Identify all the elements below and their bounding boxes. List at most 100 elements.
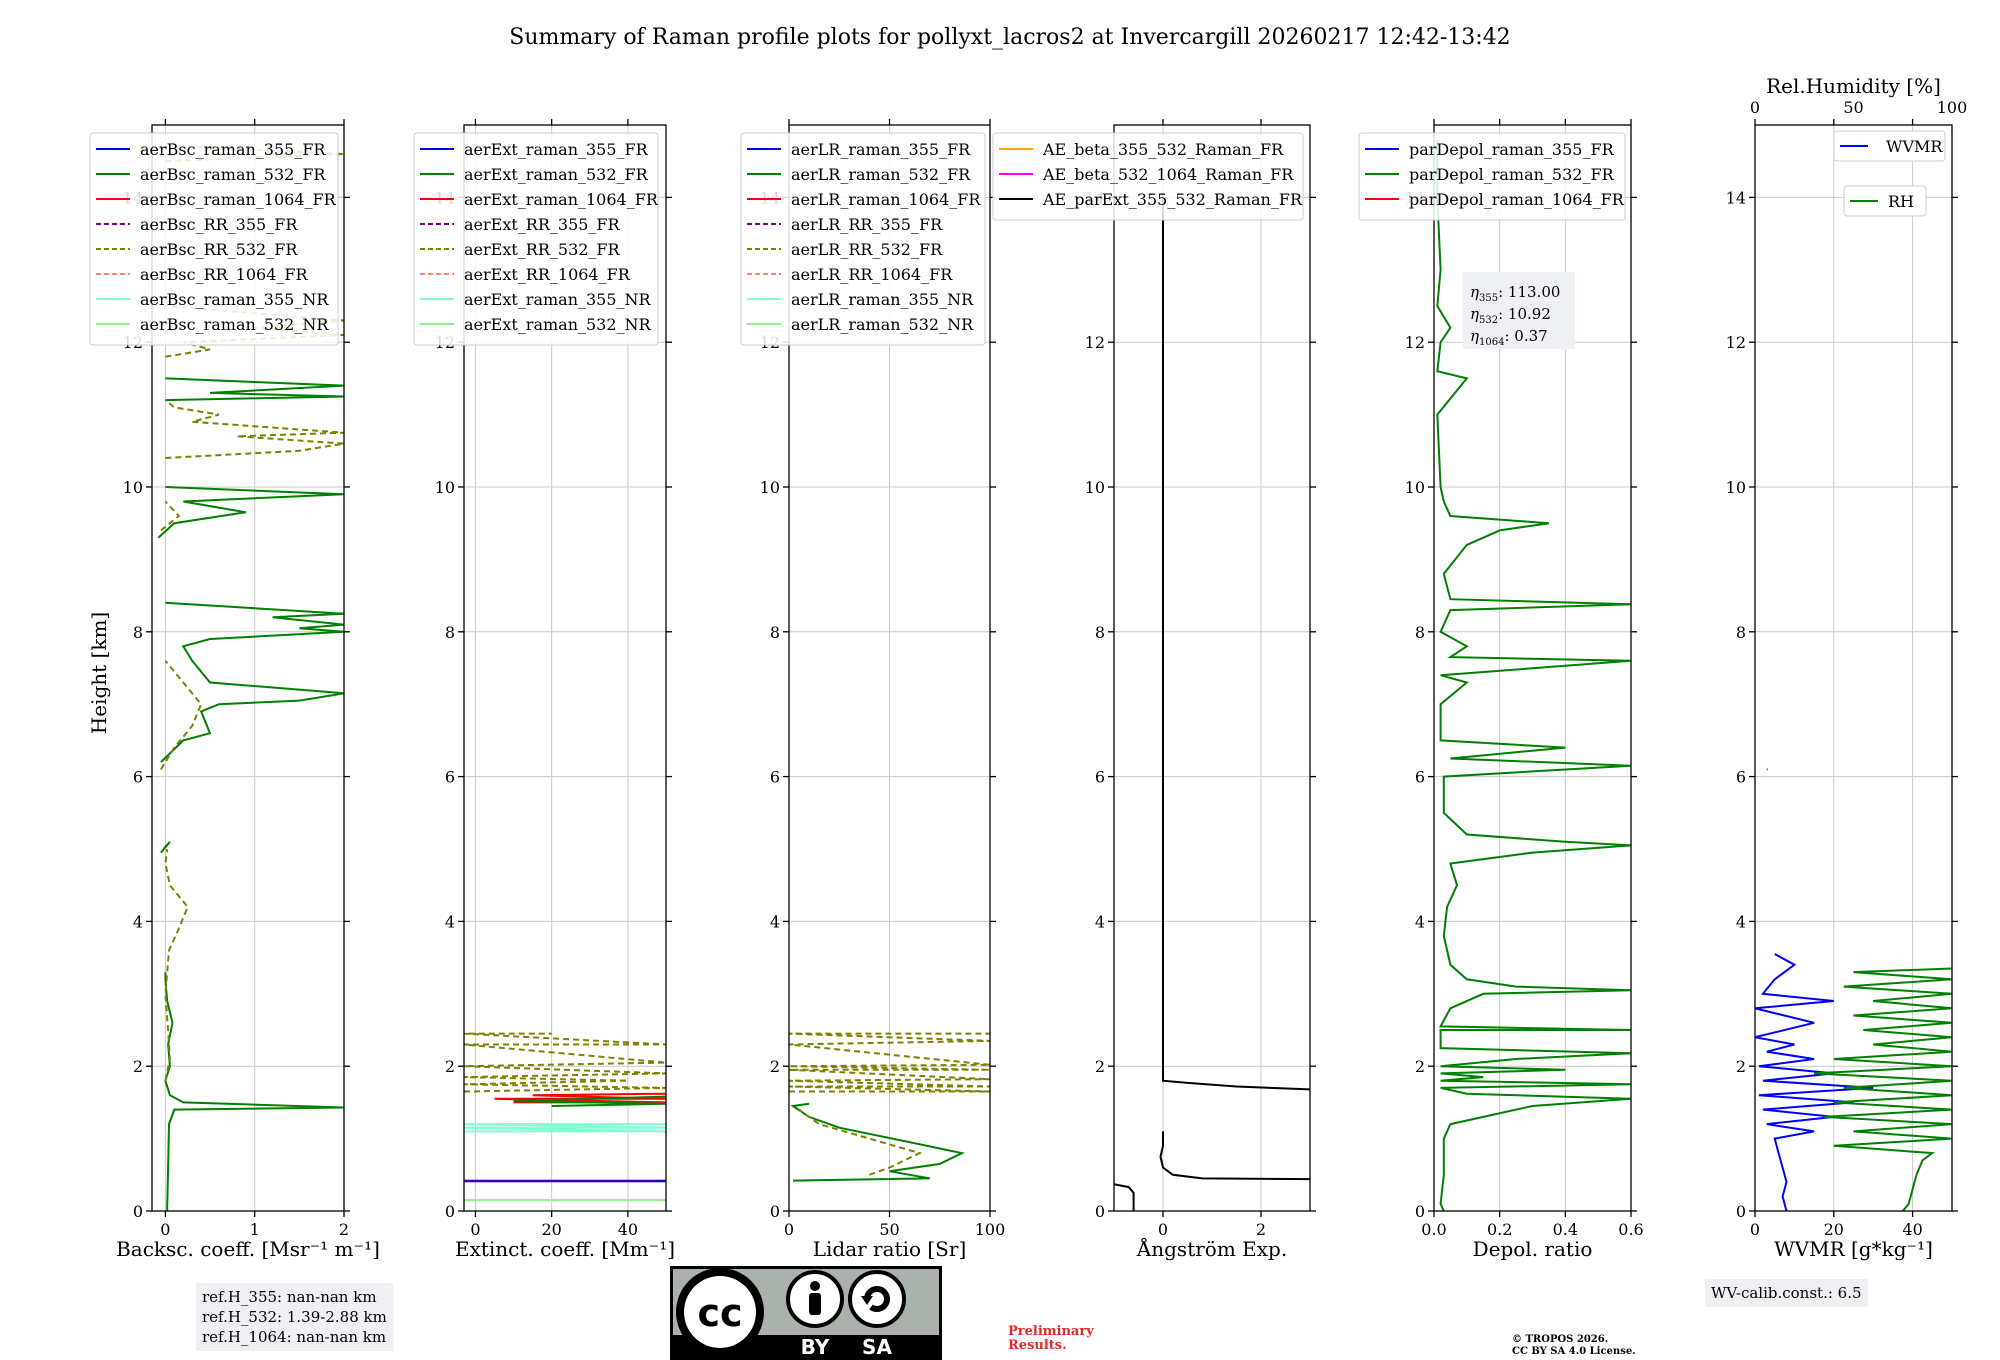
legend-label: parDepol_raman_1064_FR [1409, 190, 1625, 209]
y-tick-label: 10 [1085, 478, 1105, 497]
y-tick-label: 8 [1095, 623, 1105, 642]
x-tick-label: 2 [339, 1220, 349, 1239]
legend-label: aerExt_raman_1064_FR [464, 190, 659, 209]
legend-label: aerExt_RR_355_FR [464, 215, 621, 234]
y-tick-label: 8 [445, 623, 455, 642]
legend-label: aerBsc_RR_532_FR [140, 240, 298, 259]
legend-label: aerExt_raman_532_FR [464, 165, 649, 184]
y-axis-label: Height [km] [87, 612, 111, 734]
by-person-head [810, 1281, 820, 1291]
top-x-tick-label: 100 [1937, 98, 1968, 117]
y-tick-label: 0 [770, 1202, 780, 1221]
x-tick-label: 20 [541, 1220, 561, 1239]
legend-label: aerExt_RR_1064_FR [464, 265, 631, 284]
legend-wvmr: WVMR [1833, 130, 1946, 162]
data-layer [1114, 197, 1310, 1211]
x-tick-label: 0 [1750, 1220, 1760, 1239]
figure-title: Summary of Raman profile plots for polly… [509, 25, 1510, 50]
series-line [1755, 953, 1874, 1211]
top-x-tick-label: 50 [1843, 98, 1863, 117]
y-tick-label: 10 [123, 478, 143, 497]
y-tick-label: 10 [1726, 478, 1746, 497]
tropos-license: © TROPOS 2026. CC BY SA 4.0 License. [1512, 1334, 1636, 1358]
series-line [1159, 1131, 1310, 1181]
series-line [1436, 139, 1631, 1211]
legend-label: RH [1888, 192, 1914, 211]
legend-label: AE_parExt_355_532_Raman_FR [1042, 190, 1303, 209]
legend-label: aerLR_raman_355_NR [791, 290, 974, 309]
series-line [157, 486, 344, 539]
tropos-license-text: CC BY SA 4.0 License. [1512, 1346, 1636, 1357]
legend-box [1358, 132, 1626, 221]
y-tick-label: 6 [1095, 768, 1105, 787]
x-tick-label: 50 [879, 1220, 899, 1239]
ref-height-1064: ref.H_1064: nan-nan km [202, 1328, 387, 1346]
y-tick-label: 2 [1736, 1057, 1746, 1076]
x-axis-label: Extinct. coeff. [Mm⁻¹] [455, 1237, 675, 1261]
legend-label: aerBsc_raman_1064_FR [140, 190, 337, 209]
by-label: BY [801, 1335, 830, 1359]
series-line [165, 377, 344, 402]
legend-label: aerLR_raman_532_FR [791, 165, 971, 184]
x-tick-label: 0 [1158, 1220, 1168, 1239]
legend-label: WVMR [1886, 137, 1943, 156]
legend-label: aerBsc_raman_355_FR [140, 140, 326, 159]
series-line [160, 500, 181, 532]
sa-arrow-arc [864, 1286, 890, 1312]
y-tick-label: 2 [133, 1057, 143, 1076]
x-tick-label: 0.6 [1618, 1220, 1643, 1239]
y-tick-label: 2 [770, 1057, 780, 1076]
series-line [1114, 1183, 1135, 1211]
data-layer [1755, 768, 1952, 1211]
series-line [164, 399, 344, 459]
y-tick-label: 10 [1405, 478, 1425, 497]
ref-height-532: ref.H_532: 1.39-2.88 km [202, 1308, 387, 1326]
legend-box [413, 132, 659, 346]
legend-label: AE_beta_355_532_Raman_FR [1042, 140, 1284, 159]
axes-frame [463, 124, 667, 1212]
series-line [165, 305, 344, 358]
data-layer [1436, 139, 1631, 1211]
axes-frame [1754, 124, 1953, 1212]
legend-label: aerExt_raman_532_NR [464, 315, 652, 334]
y-tick-label: 0 [133, 1202, 143, 1221]
y-tick-label: 10 [760, 478, 780, 497]
series-line [160, 660, 203, 770]
series-line [160, 841, 171, 854]
series-line [790, 1102, 965, 1182]
legend-label: aerLR_raman_532_NR [791, 315, 974, 334]
series-line [789, 1032, 990, 1093]
y-tick-label: 14 [1726, 188, 1746, 207]
legend-label: aerBsc_RR_1064_FR [140, 265, 309, 284]
legend-label: aerLR_raman_355_FR [791, 140, 971, 159]
y-tick-label: 4 [1095, 912, 1105, 931]
data-layer [464, 1032, 666, 1202]
series-line [164, 848, 189, 1081]
y-tick-label: 2 [445, 1057, 455, 1076]
by-person-body [809, 1293, 821, 1315]
x-tick-label: 40 [618, 1220, 638, 1239]
series-line [798, 1108, 923, 1176]
legend-label: parDepol_raman_532_FR [1409, 165, 1615, 184]
y-tick-label: 6 [1415, 768, 1425, 787]
x-tick-label: 0.0 [1421, 1220, 1446, 1239]
ref-height-355: ref.H_355: nan-nan km [202, 1288, 377, 1306]
preliminary-results-note: Preliminary Results. [1008, 1324, 1094, 1353]
x-tick-label: 20 [1824, 1220, 1844, 1239]
legend-label: aerLR_raman_1064_FR [791, 190, 981, 209]
legend-extinction: aerExt_raman_355_FR aerExt_raman_532_FRae… [413, 132, 659, 346]
y-tick-label: 0 [1095, 1202, 1105, 1221]
eta-annotation-box [1463, 272, 1575, 349]
y-tick-label: 10 [435, 478, 455, 497]
y-tick-label: 6 [770, 768, 780, 787]
axes-frame [1113, 124, 1311, 1212]
y-tick-label: 2 [1415, 1057, 1425, 1076]
legend-box [740, 132, 986, 346]
series-line [160, 601, 344, 763]
x-tick-label: 40 [1902, 1220, 1922, 1239]
x-axis-label: Ångström Exp. [1136, 1236, 1287, 1261]
y-tick-label: 8 [1736, 623, 1746, 642]
panel-angstrom: 0246810121402Ångström Exp.AE_beta_355_53… [992, 119, 1316, 1261]
sa-label: SA [862, 1335, 892, 1359]
